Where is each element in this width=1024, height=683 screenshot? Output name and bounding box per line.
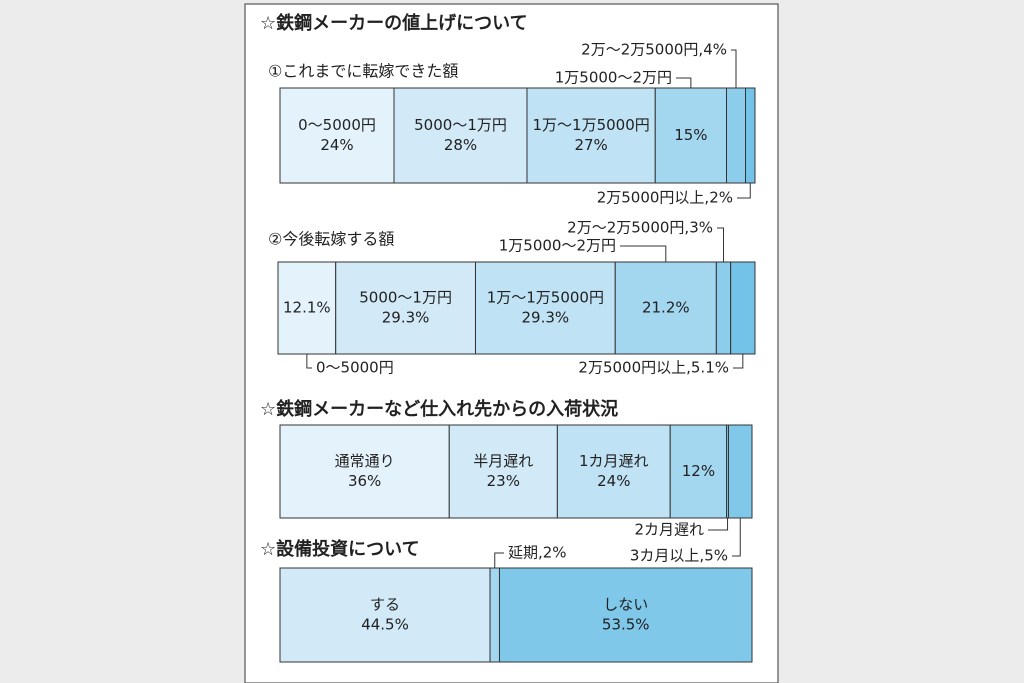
value-label: 24% <box>320 136 353 154</box>
leader-line <box>737 183 751 199</box>
bar-segment <box>669 424 728 519</box>
callout-label: 2万5000円以上,5.1% <box>578 359 729 377</box>
segment-label: 1万～1万5000円 <box>532 116 649 134</box>
segment-label: 半月遅れ <box>473 452 533 470</box>
leader-line <box>733 354 744 369</box>
leader-line <box>717 227 725 262</box>
value-label: 24% <box>597 472 630 490</box>
bar-segment <box>614 261 717 355</box>
value-label: 23% <box>487 472 520 490</box>
value-label: 29.3% <box>382 309 430 327</box>
bar-segment <box>279 424 450 519</box>
value-label: 44.5% <box>361 616 409 634</box>
value-label: 36% <box>348 472 381 490</box>
chart-title: ☆鉄鋼メーカーなど仕入れ先からの入荷状況 <box>260 398 618 420</box>
bar-segment <box>654 87 727 184</box>
leader-line <box>708 518 729 531</box>
bar-segment <box>715 261 732 355</box>
bar-segment <box>279 87 395 184</box>
chart-title: ①これまでに転嫁できた額 <box>268 62 458 81</box>
callout-label: 0～5000円 <box>316 359 394 377</box>
leader-line <box>676 77 692 88</box>
bar-segment <box>727 424 753 519</box>
leader-line <box>620 245 667 262</box>
bar-segment <box>393 87 528 184</box>
section-heading: ☆鉄鋼メーカーの値上げについて <box>260 12 528 34</box>
segment-label: 0～5000円 <box>298 116 376 134</box>
callout-label: 2万5000円以上,2% <box>597 189 733 207</box>
callout-label: 3カ月以上,5% <box>630 547 728 565</box>
bar-segment <box>526 87 656 184</box>
bar-segment <box>745 87 756 184</box>
bar-segment <box>730 261 756 355</box>
segment-label: 1万～1万5000円 <box>487 289 604 307</box>
bar-segment <box>498 567 753 663</box>
leader-line <box>732 518 741 557</box>
segment-label: 1カ月遅れ <box>579 452 649 470</box>
chart-title: ②今後転嫁する額 <box>268 230 394 249</box>
bar-segment <box>448 424 558 519</box>
segment-label: 5000～1万円 <box>359 289 452 307</box>
leader-line <box>494 552 504 568</box>
segment-label: 通常通り <box>335 452 395 470</box>
callout-label: 2万～2万5000円,4% <box>581 41 727 59</box>
bar-segment <box>335 261 476 355</box>
callout-label: 1万5000～2万円 <box>555 69 672 87</box>
bar-segment <box>489 567 500 663</box>
value-label: 27% <box>574 136 607 154</box>
segment-label: 5000～1万円 <box>414 116 507 134</box>
value-label: 12.1% <box>283 299 331 317</box>
value-label: 15% <box>674 126 707 144</box>
bar-segment <box>556 424 671 519</box>
bar-segment <box>726 87 746 184</box>
value-label: 28% <box>444 136 477 154</box>
chart-title: ☆設備投資について <box>260 538 420 560</box>
callout-label: 1万5000～2万円 <box>499 237 616 255</box>
segment-label: しない <box>603 596 648 614</box>
bar-segment <box>277 261 337 355</box>
value-label: 29.3% <box>522 309 570 327</box>
value-label: 21.2% <box>642 299 690 317</box>
callout-label: 延期,2% <box>508 544 567 562</box>
bar-segment <box>474 261 616 355</box>
callout-label: 2カ月遅れ <box>634 521 704 539</box>
leader-line <box>306 354 312 369</box>
leader-line <box>731 49 737 88</box>
value-label: 53.5% <box>602 616 650 634</box>
callout-label: 2万～2万5000円,3% <box>567 219 713 237</box>
segment-label: する <box>370 596 400 614</box>
value-label: 12% <box>682 462 715 480</box>
